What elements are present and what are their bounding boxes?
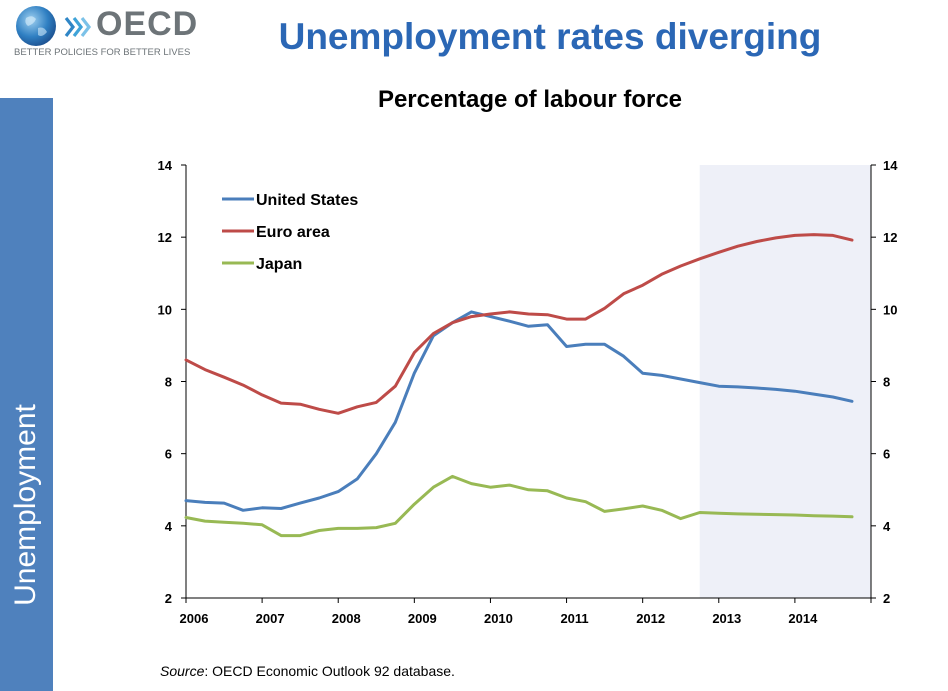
chart-title: Percentage of labour force bbox=[377, 86, 683, 113]
source-note: Source: OECD Economic Outlook 92 databas… bbox=[160, 663, 455, 679]
x-tick-label: 2013 bbox=[712, 611, 741, 626]
y-tick-label-right: 12 bbox=[883, 230, 897, 245]
series-line-0 bbox=[184, 310, 854, 512]
y-tick-label-left: 14 bbox=[158, 158, 173, 173]
y-tick-label-right: 6 bbox=[883, 447, 890, 462]
series-line-2 bbox=[184, 474, 854, 538]
x-tick-label: 2007 bbox=[256, 611, 285, 626]
x-tick-label: 2014 bbox=[788, 611, 818, 626]
x-tick-label: 2006 bbox=[180, 611, 209, 626]
y-tick-label-right: 2 bbox=[883, 591, 890, 606]
x-tick-label: 2008 bbox=[332, 611, 361, 626]
sidebar-band: Unemployment bbox=[0, 98, 53, 691]
legend-label-0: United States bbox=[256, 192, 358, 209]
y-tick-label-left: 4 bbox=[165, 519, 173, 534]
y-tick-label-left: 6 bbox=[165, 447, 172, 462]
legend-label-2: Japan bbox=[256, 256, 302, 273]
x-tick-label: 2011 bbox=[560, 611, 588, 626]
y-tick-label-right: 10 bbox=[883, 302, 897, 317]
source-label: Source bbox=[160, 663, 205, 679]
page-title: Unemployment rates diverging bbox=[278, 16, 822, 57]
x-tick-label: 2010 bbox=[484, 611, 513, 626]
y-tick-label-left: 12 bbox=[158, 230, 172, 245]
logo-tagline: BETTER POLICIES FOR BETTER LIVES bbox=[14, 47, 191, 58]
y-tick-label-right: 4 bbox=[883, 519, 891, 534]
source-text: : OECD Economic Outlook 92 database. bbox=[204, 663, 455, 679]
chevrons-icon bbox=[64, 17, 92, 37]
y-tick-label-right: 8 bbox=[883, 375, 890, 390]
y-tick-label-right: 14 bbox=[883, 158, 898, 173]
x-tick-label: 2009 bbox=[408, 611, 437, 626]
globe-icon bbox=[16, 6, 56, 46]
logo-wordmark: OECD bbox=[96, 5, 199, 43]
legend-label-1: Euro area bbox=[256, 224, 330, 241]
y-tick-label-left: 8 bbox=[165, 375, 172, 390]
projection-band bbox=[699, 165, 871, 598]
oecd-logo: OECD BETTER POLICIES FOR BETTER LIVES bbox=[14, 4, 214, 60]
y-tick-label-left: 10 bbox=[158, 302, 172, 317]
y-tick-label-left: 2 bbox=[165, 591, 172, 606]
x-tick-label: 2012 bbox=[636, 611, 665, 626]
series-line-1 bbox=[184, 233, 854, 415]
